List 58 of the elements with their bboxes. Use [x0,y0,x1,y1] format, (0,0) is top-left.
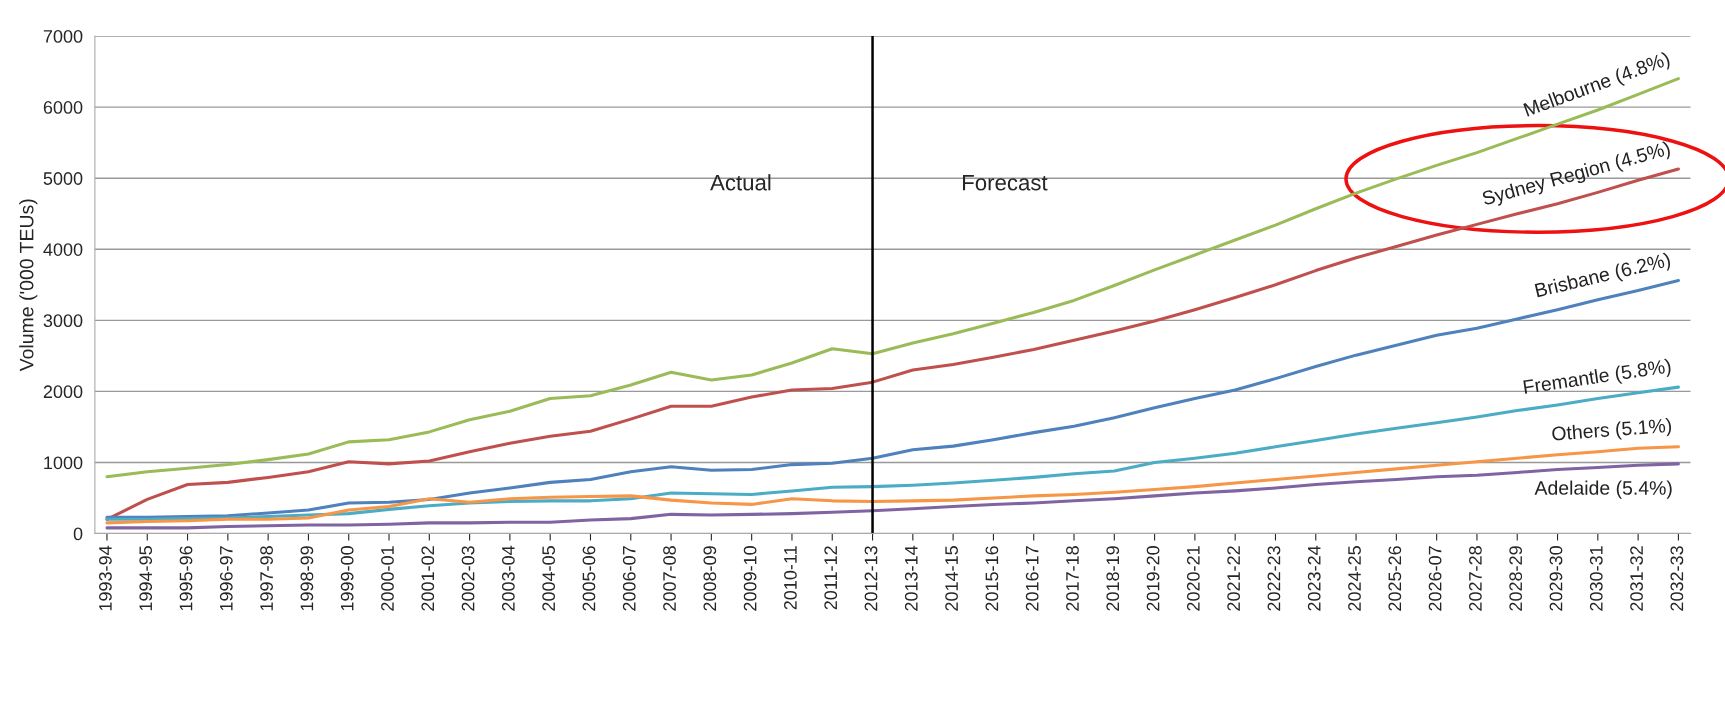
y-tick-label: 0 [73,527,83,541]
line-series [105,445,1680,525]
series-label: Others (5.1%) [1551,417,1672,445]
text: Sydney Region (4.5%) [1481,140,1672,210]
x-tick-label: 2022-23 [1267,546,1281,611]
x-tick-label: 2007-08 [663,546,676,611]
x-tick-label: 2014-15 [945,546,958,611]
series-label: Adelaide (5.4%) [1534,480,1672,499]
x-tick-label: 2006-07 [622,546,636,611]
x-tick-label: 1995-96 [179,546,193,611]
x-tick-label: 2030-31 [1589,546,1603,611]
y-tick-label: 6000 [43,101,83,114]
x-tick-label: 2013-14 [904,545,918,611]
x-tick-label: 2015-16 [985,546,999,611]
x-tick-label: 2017-18 [1066,546,1079,611]
x-tick-label: 2003-04 [501,545,515,611]
x-tick-label: 1998-99 [300,546,314,611]
y-tick-label: 4000 [43,243,83,256]
x-tick-label: 2009-10 [743,546,757,611]
x-tick-label: 2020-21 [1186,546,1200,611]
x-tick-label: 1993-94 [99,545,112,611]
x-tick-label: 2011-12 [824,546,838,610]
annotation: Forecast [963,174,1048,191]
x-tick-label: 2025-26 [1388,546,1402,611]
x-tick-label: 2002-03 [461,546,475,611]
x-tick-label: 2008-09 [703,546,717,611]
x-tick-label: 2019-20 [1146,546,1160,611]
x-tick-label: 2001-02 [421,546,435,611]
x-tick-label: 2005-06 [582,546,596,611]
y-tick-label: 2000 [43,385,83,399]
y-tick-label: 3000 [43,314,83,328]
x-tick-label: 2021-22 [1227,546,1241,611]
x-tick-label: 1999-00 [340,546,354,611]
x-tick-label: 2024-25 [1348,546,1361,611]
x-tick-label: 2016-17 [1025,546,1039,611]
y-tick-label: 5000 [43,172,83,185]
x-tick-label: 2032-33 [1670,546,1684,611]
x-tick-label: 2004-05 [542,546,556,611]
x-tick-label: 2018-19 [1106,546,1120,611]
x-tick-label: 2000-01 [381,546,394,611]
annotation: Actual [710,174,771,191]
x-tick-label: 2023-24 [1307,545,1321,611]
x-tick-label: 1997-98 [260,546,273,611]
text: Brisbane (6.2%) [1534,252,1672,302]
x-tick-label: 2028-29 [1509,546,1523,611]
text: Fremantle (5.8%) [1523,358,1672,398]
x-tick-label: 1994-95 [139,546,153,611]
y-axis-title: Volume ('000 TEUs) [19,199,38,372]
y-tick-label: 7000 [43,29,83,43]
x-tick-label: 2027-28 [1469,546,1482,611]
x-tick-label: 2012-13 [864,546,878,611]
x-tick-label: 2029-30 [1549,546,1563,611]
x-tick-label: 1996-97 [219,546,233,611]
x-tick-label: 2026-07 [1428,546,1442,611]
x-tick-label: 2031-32 [1630,546,1643,611]
x-tick-label: 2010-11 [784,546,797,610]
line-series [105,462,1680,530]
y-tick-label: 1000 [44,456,83,470]
